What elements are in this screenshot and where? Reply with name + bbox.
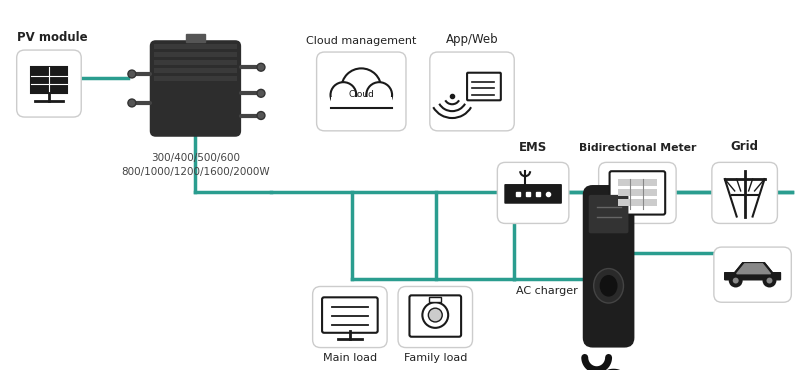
- Circle shape: [330, 82, 356, 108]
- Text: Cloud management: Cloud management: [306, 36, 416, 46]
- Polygon shape: [737, 264, 771, 274]
- Circle shape: [729, 274, 743, 288]
- FancyBboxPatch shape: [17, 50, 82, 117]
- Circle shape: [128, 99, 136, 107]
- Bar: [617, 179, 657, 186]
- FancyBboxPatch shape: [583, 185, 634, 348]
- Circle shape: [257, 90, 265, 97]
- Text: 300/400/500/600
800/1000/1200/1600/2000W: 300/400/500/600 800/1000/1200/1600/2000W: [121, 153, 270, 176]
- FancyBboxPatch shape: [498, 162, 569, 223]
- Circle shape: [428, 308, 442, 322]
- Bar: [154, 52, 238, 57]
- FancyBboxPatch shape: [599, 162, 676, 223]
- Bar: [154, 68, 238, 73]
- FancyBboxPatch shape: [398, 286, 473, 348]
- Bar: [154, 76, 238, 81]
- Text: EMS: EMS: [519, 141, 547, 154]
- FancyBboxPatch shape: [322, 297, 377, 333]
- Polygon shape: [725, 263, 781, 280]
- Bar: [186, 34, 205, 42]
- Circle shape: [257, 63, 265, 71]
- Text: App/Web: App/Web: [446, 33, 499, 46]
- Bar: [31, 68, 67, 93]
- FancyBboxPatch shape: [313, 286, 387, 348]
- Circle shape: [366, 82, 392, 108]
- FancyBboxPatch shape: [712, 162, 777, 223]
- Circle shape: [767, 278, 772, 283]
- Bar: [429, 297, 441, 302]
- Bar: [617, 199, 657, 206]
- Text: Family load: Family load: [403, 354, 467, 363]
- Text: Bidirectional Meter: Bidirectional Meter: [579, 142, 696, 153]
- Text: Main load: Main load: [323, 354, 377, 363]
- Circle shape: [423, 302, 448, 328]
- Text: Grid: Grid: [730, 140, 759, 153]
- Bar: [330, 97, 392, 111]
- Text: Cloud: Cloud: [348, 91, 374, 100]
- Bar: [154, 44, 238, 49]
- FancyBboxPatch shape: [589, 195, 629, 233]
- Bar: [154, 60, 238, 65]
- FancyBboxPatch shape: [713, 247, 791, 302]
- Bar: [617, 189, 657, 196]
- Circle shape: [257, 112, 265, 119]
- Circle shape: [128, 70, 136, 78]
- FancyBboxPatch shape: [317, 52, 406, 131]
- Circle shape: [733, 278, 739, 283]
- Ellipse shape: [600, 275, 617, 297]
- Circle shape: [763, 274, 776, 288]
- FancyBboxPatch shape: [609, 171, 665, 214]
- Ellipse shape: [594, 269, 624, 303]
- FancyBboxPatch shape: [410, 295, 461, 337]
- Circle shape: [342, 68, 381, 108]
- FancyBboxPatch shape: [149, 40, 241, 137]
- FancyBboxPatch shape: [430, 52, 514, 131]
- FancyBboxPatch shape: [504, 184, 562, 204]
- Text: AC charger: AC charger: [516, 286, 578, 297]
- FancyBboxPatch shape: [467, 73, 501, 100]
- Text: PV module: PV module: [17, 31, 87, 44]
